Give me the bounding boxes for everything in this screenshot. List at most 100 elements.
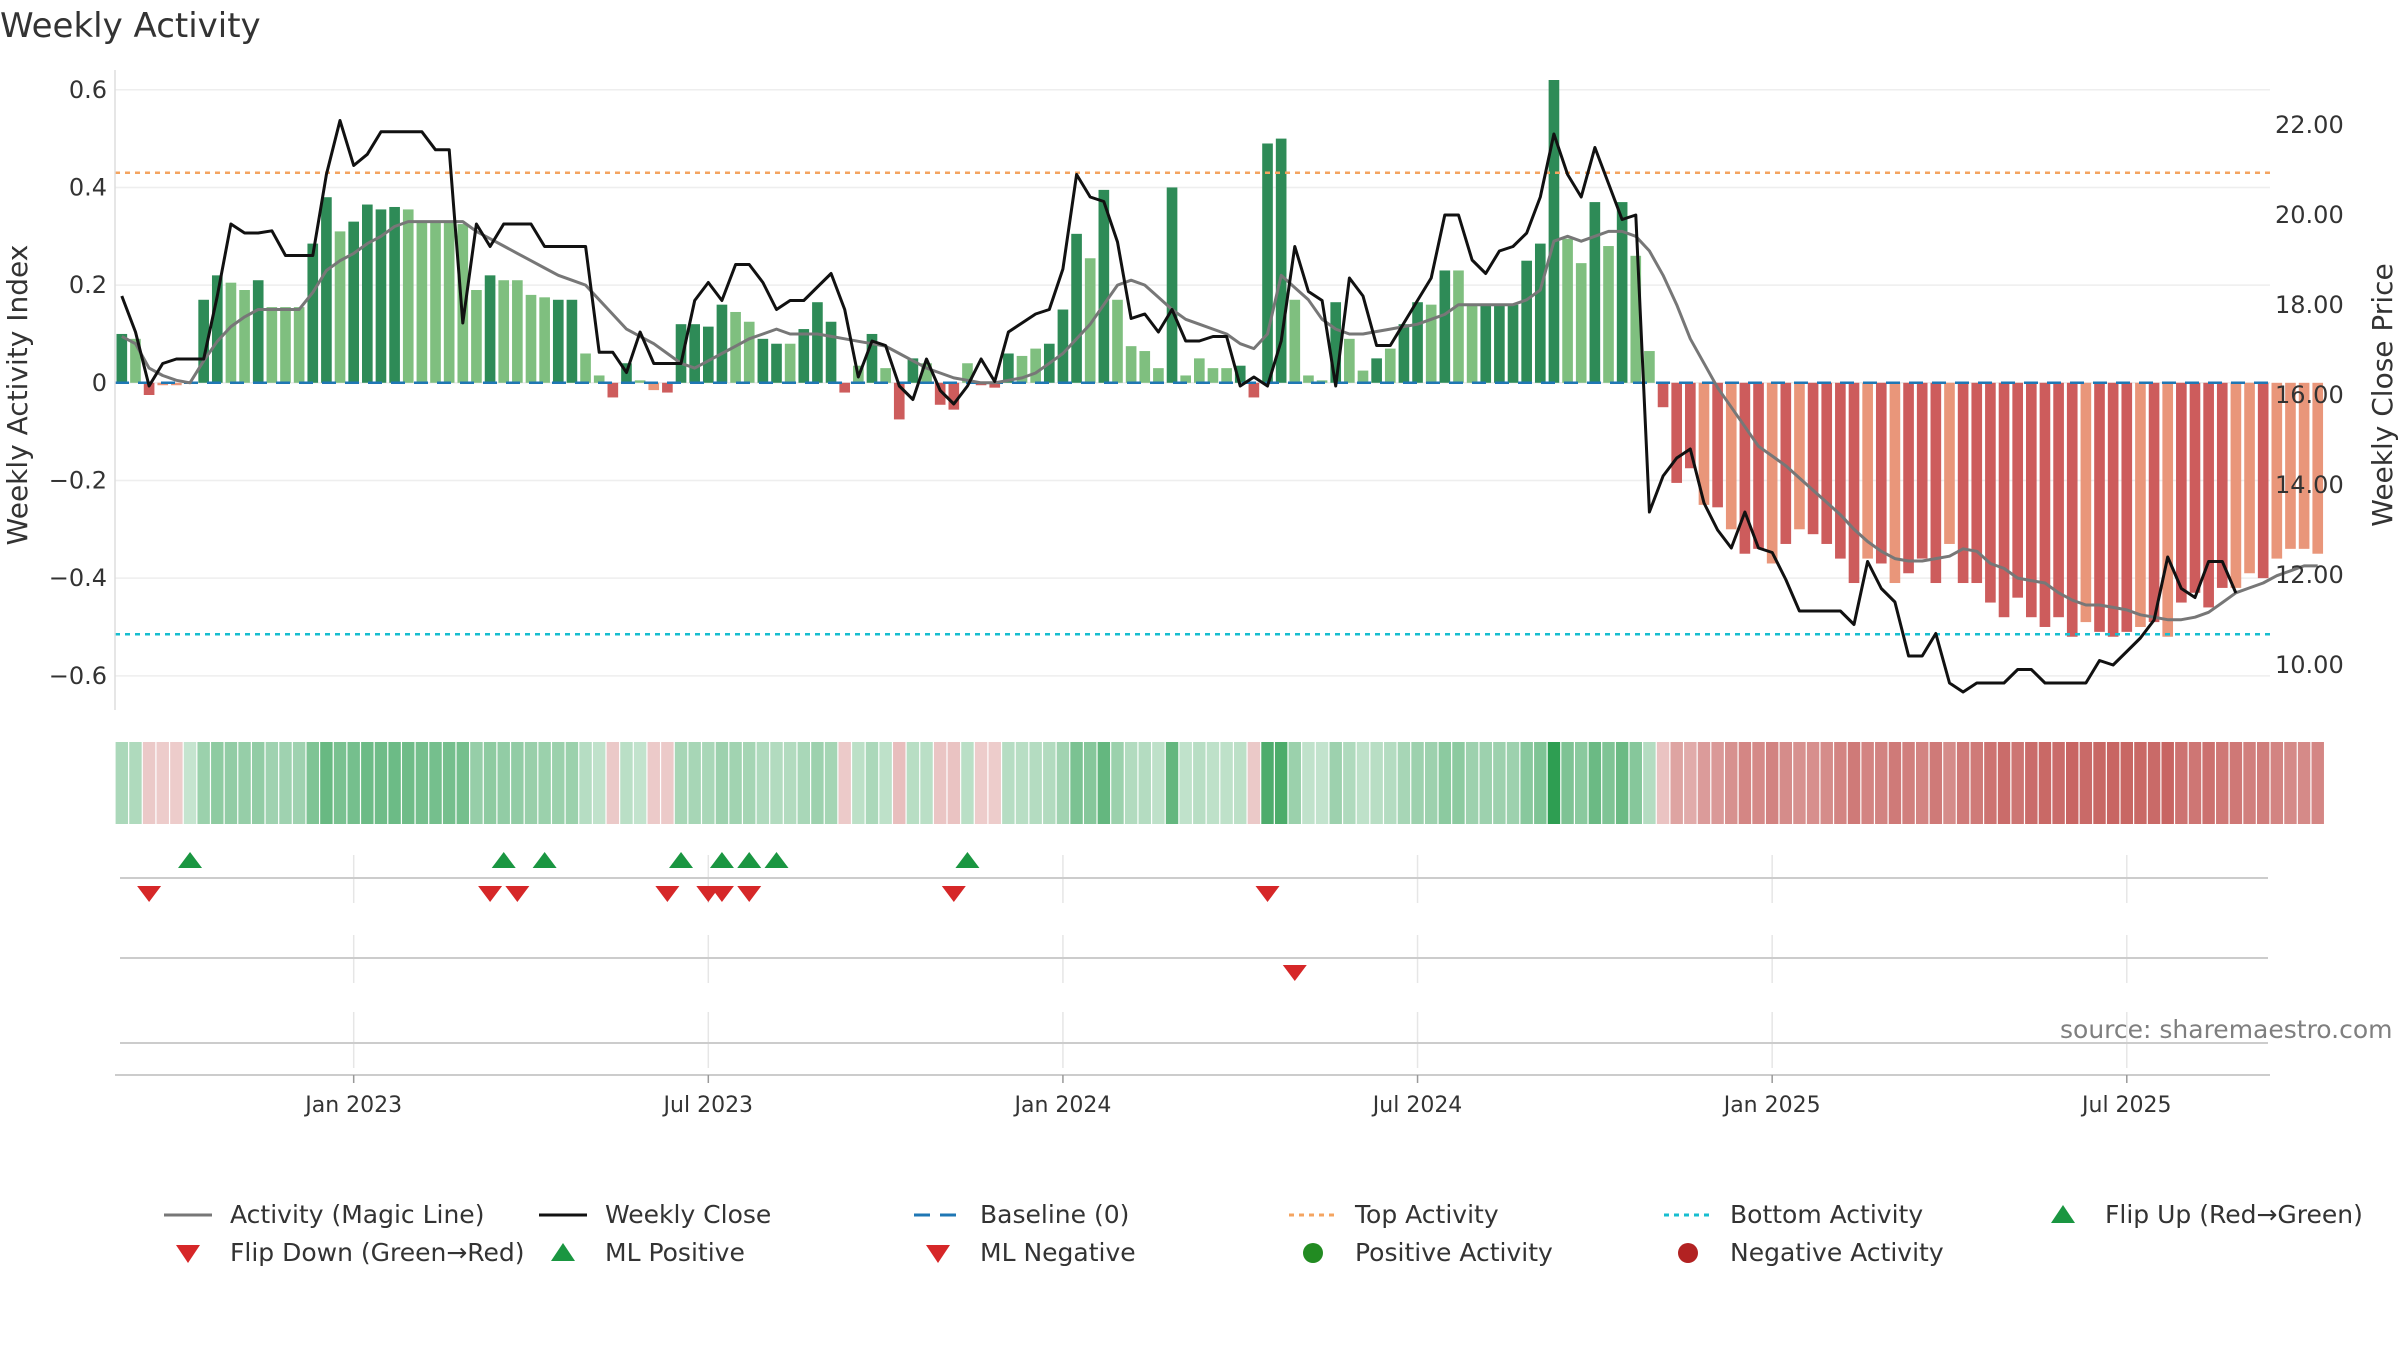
- heat-cell: [906, 742, 920, 824]
- legend-item-negative-activity: Negative Activity: [1660, 1238, 1944, 1267]
- activity-bar: [416, 221, 428, 383]
- legend-item-flip-down: Flip Down (Green→Red): [160, 1238, 525, 1267]
- y-left-tick-label: −0.4: [49, 564, 107, 592]
- heat-cell: [1615, 742, 1629, 824]
- flip-down-marker: [941, 886, 966, 902]
- activity-bar: [907, 358, 919, 383]
- activity-bar: [1548, 80, 1560, 383]
- heat-cell: [1274, 742, 1288, 824]
- heat-cell: [1015, 742, 1029, 824]
- flip-down-marker: [709, 886, 734, 902]
- y-right-axis-title: Weekly Close Price: [2366, 263, 2399, 526]
- dot-icon: [1678, 1242, 1698, 1263]
- dot-icon: [1303, 1242, 1323, 1263]
- heat-cell: [2202, 742, 2215, 824]
- heat-cell: [2270, 742, 2284, 824]
- activity-bar: [2271, 382, 2283, 559]
- activity-bar: [2203, 382, 2214, 608]
- y-left-tick-label: −0.6: [49, 662, 107, 690]
- activity-bar: [211, 275, 223, 383]
- heat-cell: [1902, 742, 1915, 824]
- heat-cell: [2147, 742, 2161, 824]
- heat-cell: [961, 742, 974, 824]
- activity-bar: [689, 324, 700, 383]
- legend-label: ML Negative: [980, 1238, 1136, 1267]
- heat-cell: [1438, 742, 1452, 824]
- activity-bar: [1685, 382, 1696, 469]
- heat-cell: [2134, 742, 2147, 824]
- axes: 0.6 0.4 0.2 0 −0.2 −0.4 −0.6 Weekly Activity In…: [1, 70, 2399, 710]
- heat-cell: [988, 742, 1001, 824]
- heat-cell: [633, 742, 647, 824]
- heat-cell: [347, 742, 360, 824]
- activity-bar: [2230, 382, 2242, 588]
- activity-bar: [1030, 348, 1041, 383]
- heat-cell: [238, 742, 251, 824]
- activity-bar: [1425, 304, 1437, 383]
- heat-cell: [1043, 742, 1056, 824]
- heat-cell: [2311, 742, 2324, 824]
- heat-cell: [1520, 742, 1533, 824]
- heat-cell: [552, 742, 565, 824]
- activity-bar: [798, 329, 810, 383]
- activity-bar: [593, 375, 605, 383]
- heat-cell: [1056, 742, 1070, 824]
- heat-cell: [1779, 742, 1793, 824]
- heat-cell: [783, 742, 797, 824]
- legend-item-top-activity: Top Activity: [1285, 1200, 1499, 1229]
- heat-cell: [2038, 742, 2052, 824]
- activity-bar: [1384, 348, 1396, 383]
- heat-cell: [429, 742, 442, 824]
- heat-cell: [1793, 742, 1806, 824]
- legend-item-flip-up: Flip Up (Red→Green): [2035, 1200, 2363, 1229]
- y-left-tick-label: 0: [92, 369, 107, 397]
- activity-bar: [1262, 143, 1273, 383]
- y-left-tick-label: −0.2: [49, 466, 107, 494]
- heat-cell: [1465, 742, 1479, 824]
- heat-cell: [211, 742, 224, 824]
- heat-cell: [156, 742, 169, 824]
- activity-bar: [1480, 304, 1492, 383]
- legend-item-positive-activity: Positive Activity: [1285, 1238, 1553, 1267]
- x-axis: Jan 2023 Jul 2023 Jan 2024 Jul 2024 Jan 2025…: [115, 1074, 2270, 1118]
- chart-title: Weekly Activity: [0, 6, 261, 46]
- heat-cell: [674, 742, 688, 824]
- activity-bar: [1848, 382, 1860, 584]
- activity-bar: [1303, 375, 1314, 383]
- activity-bar: [334, 231, 346, 383]
- activity-bar: [2121, 382, 2133, 632]
- heat-cell: [1097, 742, 1111, 824]
- activity-bar: [1344, 338, 1355, 383]
- y-left-tick-label: 0.6: [69, 76, 107, 104]
- heat-cell: [1847, 742, 1861, 824]
- heat-cell: [947, 742, 961, 824]
- activity-bar: [1644, 351, 1655, 383]
- heat-cell: [1888, 742, 1902, 824]
- activity-bar: [1412, 302, 1423, 383]
- activity-bar: [1821, 382, 1833, 544]
- activity-bar: [2298, 382, 2310, 549]
- activity-bars: [116, 80, 2324, 637]
- activity-bar: [1180, 375, 1191, 383]
- activity-bar: [2312, 382, 2324, 554]
- heat-cell: [1152, 742, 1165, 824]
- heat-cell: [483, 742, 497, 824]
- activity-bar: [1234, 365, 1246, 383]
- legend-baseline-symbol: [914, 1213, 962, 1216]
- heat-cell: [1193, 742, 1206, 824]
- heat-cell: [579, 742, 592, 824]
- y-right-tick-label: 18.00: [2275, 291, 2344, 319]
- heat-cell: [388, 742, 401, 824]
- heat-cell: [1643, 742, 1656, 824]
- activity-bar: [1725, 382, 1737, 530]
- activity-bar: [2176, 382, 2187, 603]
- flip-up-marker: [737, 852, 762, 868]
- activity-bar: [1289, 299, 1301, 383]
- heat-cell: [442, 742, 456, 824]
- activity-bar: [348, 221, 360, 383]
- activity-bar: [634, 380, 646, 383]
- heat-cell: [1111, 742, 1124, 824]
- heat-cell: [1083, 742, 1097, 824]
- heat-cell: [115, 742, 129, 824]
- activity-bar: [280, 307, 291, 383]
